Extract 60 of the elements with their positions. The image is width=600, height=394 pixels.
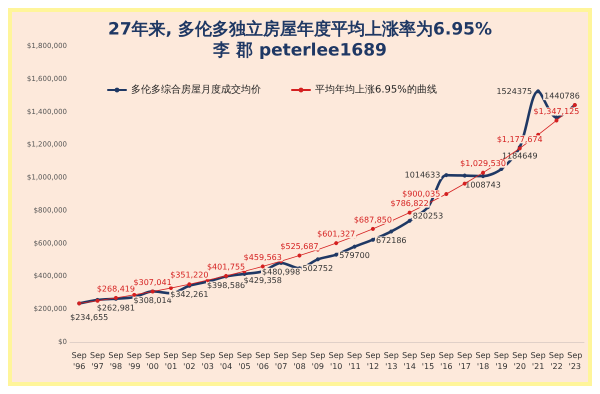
data-label: $308,014	[134, 296, 172, 305]
chart-subtitle: 李 郡 peterlee1689	[212, 40, 387, 60]
legend-label: 多伦多综合房屋月度成交均价	[131, 84, 261, 96]
data-label: 672186	[376, 236, 407, 245]
x-tick-label: Sep '21	[530, 351, 546, 371]
data-label: 1008743	[465, 180, 501, 190]
data-label: $601,327	[317, 230, 356, 239]
data-label: $342,261	[170, 290, 208, 300]
data-label: $1,029,530	[460, 159, 506, 168]
data-label: $429,358	[244, 276, 282, 285]
x-tick-label: Sep '08	[292, 351, 308, 371]
x-tick-label: Sep '01	[163, 351, 179, 371]
data-label: $262,981	[96, 303, 135, 312]
x-tick-label: Sep '16	[438, 351, 454, 371]
data-label: 502752	[302, 264, 334, 273]
x-tick-label: Sep '03	[200, 351, 216, 371]
x-tick-label: Sep '09	[310, 351, 326, 371]
x-tick-label: Sep '05	[236, 351, 252, 371]
x-tick-label: Sep '06	[255, 351, 270, 371]
chart-title: 27年来, 多伦多独立房屋年度平均上涨率为6.95%	[108, 20, 492, 40]
x-tick-label: Sep '22	[548, 351, 564, 371]
data-label: $525,687	[280, 242, 319, 252]
data-label: $900,035	[402, 189, 440, 198]
x-tick-label: Sep '02	[182, 351, 197, 371]
x-tick-label: Sep '15	[420, 351, 436, 371]
data-label: $351,220	[170, 270, 208, 280]
data-label: 820253	[412, 212, 444, 221]
x-tick-label: Sep '99	[126, 351, 142, 371]
x-tick-label: Sep '17	[457, 351, 472, 371]
x-tick-label: Sep '10	[328, 351, 344, 371]
data-label: $401,755	[206, 262, 246, 272]
data-label: $1,177,674	[496, 134, 543, 144]
data-label: 1524375	[496, 86, 532, 96]
x-tick-label: Sep '07	[274, 351, 289, 371]
x-tick-label: Sep '18	[475, 351, 491, 371]
data-label: $307,041	[134, 278, 172, 288]
x-tick-label: Sep '12	[365, 351, 380, 371]
x-tick-label: Sep '13	[384, 351, 399, 371]
data-label: $1,347,125	[534, 106, 580, 116]
x-tick-label: Sep '97	[90, 351, 106, 371]
data-label: $480,998	[262, 267, 300, 276]
data-label: 579700	[339, 251, 370, 260]
data-label: $234,655	[70, 312, 108, 322]
x-tick-label: Sep '20	[512, 351, 528, 371]
legend-label: 平均年均上涨6.95%的曲线	[315, 84, 437, 96]
data-label: $687,850	[354, 215, 392, 224]
data-label: $398,586	[206, 280, 246, 290]
data-label: $459,563	[244, 252, 282, 262]
x-tick-label: Sep '11	[346, 351, 362, 371]
x-tick-label: Sep '96	[72, 351, 87, 371]
data-label: $268,419	[96, 284, 135, 294]
data-label: 1440786	[544, 92, 580, 101]
x-tick-label: Sep '19	[494, 351, 509, 371]
x-tick-label: Sep '23	[567, 351, 582, 371]
x-tick-label: Sep '04	[218, 351, 234, 371]
data-label: $786,822	[390, 199, 429, 208]
x-tick-label: Sep '00	[145, 351, 160, 371]
x-tick-label: Sep '98	[108, 351, 124, 371]
data-label: 1014633	[404, 170, 440, 180]
x-tick-label: Sep '14	[402, 351, 418, 371]
